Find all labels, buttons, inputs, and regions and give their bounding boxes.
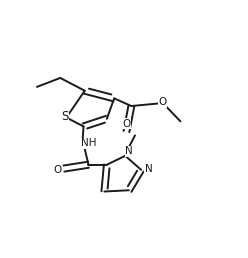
Text: N: N — [125, 146, 133, 156]
Text: S: S — [62, 110, 69, 123]
Text: N: N — [145, 164, 153, 174]
Text: NH: NH — [81, 138, 96, 148]
Text: O: O — [122, 119, 131, 129]
Text: O: O — [159, 97, 167, 107]
Text: O: O — [54, 165, 62, 175]
